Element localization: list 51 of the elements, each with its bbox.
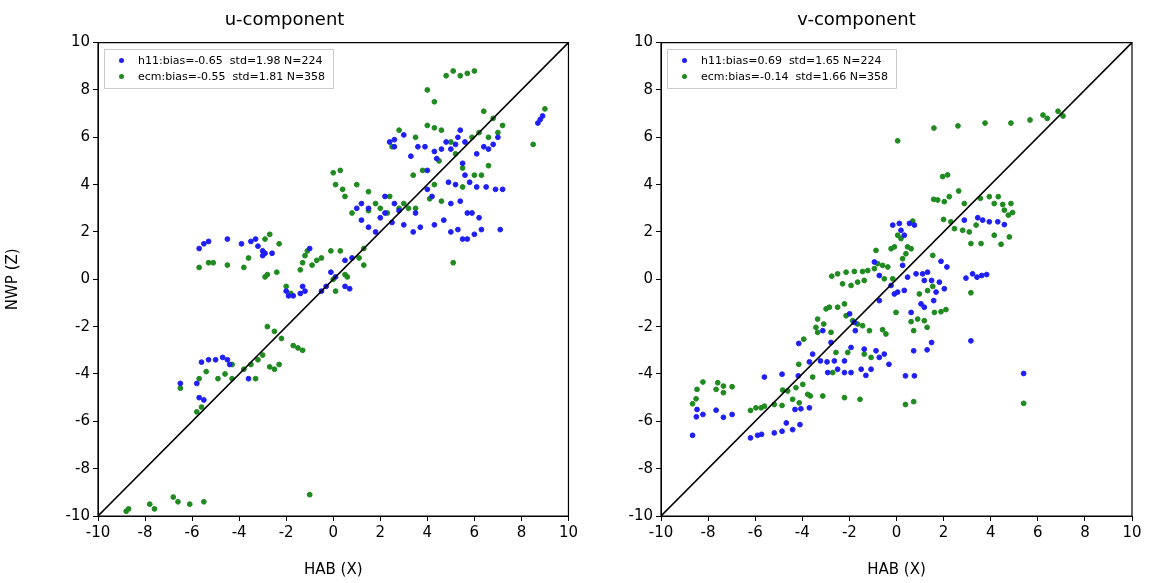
y-tick-label: -4 (75, 363, 90, 382)
x-tick-label: -8 (700, 522, 716, 541)
x-tick-label: -4 (794, 522, 810, 541)
y-tick-label: 10 (633, 32, 653, 51)
x-tick-label: -6 (184, 522, 200, 541)
x-tick-label: 6 (1033, 522, 1043, 541)
x-axis-title: HAB (X) (303, 559, 363, 578)
y-tick-label: 6 (80, 127, 90, 146)
y-tick-label: -8 (75, 458, 90, 477)
legend-label: h11:bias=-0.65 std=1.98 N=224 (138, 54, 323, 68)
x-tick-label: 8 (516, 522, 527, 541)
x-tick-label: -2 (278, 522, 294, 541)
y-tick-label: 8 (80, 79, 90, 98)
y-tick-label: 0 (643, 269, 653, 288)
legend-label: ecm:bias=-0.14 std=1.66 N=358 (701, 70, 889, 84)
x-tick-label: 4 (422, 522, 433, 541)
y-tick-label: -10 (65, 505, 90, 524)
x-tick-label: 10 (558, 522, 578, 541)
x-tick-label: -2 (841, 522, 857, 541)
y-tick-label: 4 (643, 174, 653, 193)
x-tick-label: -8 (137, 522, 153, 541)
x-tick-label: 2 (375, 522, 386, 541)
y-tick-label: 2 (80, 221, 90, 240)
x-axis-title: HAB (X) (867, 559, 926, 578)
y-tick-label: -2 (638, 316, 653, 335)
x-tick-label: 2 (938, 522, 949, 541)
x-tick-label: 6 (469, 522, 480, 541)
y-tick-label: -6 (638, 411, 653, 430)
x-tick-label: 10 (1122, 522, 1142, 541)
y-tick-label: -4 (638, 363, 653, 382)
chart-title: u-component (224, 8, 345, 30)
y-tick-label: 8 (643, 79, 653, 98)
y-tick-label: -6 (75, 411, 90, 430)
y-tick-label: 6 (643, 127, 653, 146)
y-tick-label: 2 (643, 221, 653, 240)
x-tick-label: -4 (231, 522, 247, 541)
legend-label: ecm:bias=-0.55 std=1.81 N=358 (138, 70, 326, 84)
legend-label: h11:bias=0.69 std=1.65 N=224 (701, 54, 882, 68)
y-tick-label: 10 (70, 32, 90, 51)
y-axis-title: NWP (Z) (2, 248, 21, 311)
y-tick-label: 0 (80, 269, 90, 288)
x-tick-label: 8 (1080, 522, 1090, 541)
x-tick-label: 0 (891, 522, 902, 541)
x-tick-label: 4 (985, 522, 996, 541)
x-tick-label: -6 (747, 522, 763, 541)
x-tick-label: 0 (328, 522, 338, 541)
y-tick-label: -10 (628, 505, 653, 524)
y-tick-label: 4 (80, 174, 90, 193)
y-tick-label: -2 (75, 316, 90, 335)
y-tick-label: -8 (638, 458, 653, 477)
chart-title: v-component (797, 8, 916, 30)
